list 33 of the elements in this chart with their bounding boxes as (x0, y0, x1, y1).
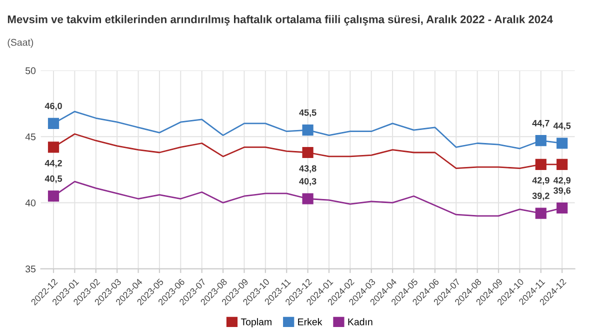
data-label: 46,0 (44, 102, 62, 110)
data-label: 44,7 (532, 120, 550, 128)
point (535, 208, 546, 219)
chart-title: Mevsim ve takvim etkilerinden arındırılmış haftalık ortalama fiili çalışma süresi, Aralık 2022 - Aralık 2024 (8, 15, 553, 26)
point (48, 118, 60, 129)
data-label: 43,8 (299, 165, 316, 173)
point (302, 193, 314, 204)
y-tick-label: 35 (25, 266, 36, 272)
data-label: 40,3 (299, 178, 316, 186)
point (556, 202, 568, 214)
point (48, 190, 60, 202)
y-tick-label: 40 (25, 199, 36, 206)
point (302, 146, 314, 158)
data-label: 44,5 (553, 122, 571, 130)
data-label: 39,6 (554, 187, 571, 196)
y-tick-label: 50 (26, 67, 36, 74)
legend-label: Toplam (240, 318, 272, 328)
point (302, 124, 314, 136)
point (48, 142, 60, 153)
point (556, 138, 568, 149)
legend-label: Erkek (298, 318, 322, 326)
data-label: 45,5 (299, 109, 316, 118)
point (535, 158, 546, 170)
data-label: 39,2 (532, 192, 550, 200)
point (535, 135, 546, 146)
point (556, 158, 568, 170)
chart-subtitle: (Saat) (8, 38, 34, 48)
data-label: 44,2 (44, 160, 62, 168)
legend-label: Kadın (348, 318, 372, 326)
data-label: 42,9 (532, 177, 550, 185)
data-label: 42,9 (553, 177, 571, 185)
data-label: 40,5 (44, 175, 62, 184)
y-tick-label: 45 (25, 133, 36, 140)
